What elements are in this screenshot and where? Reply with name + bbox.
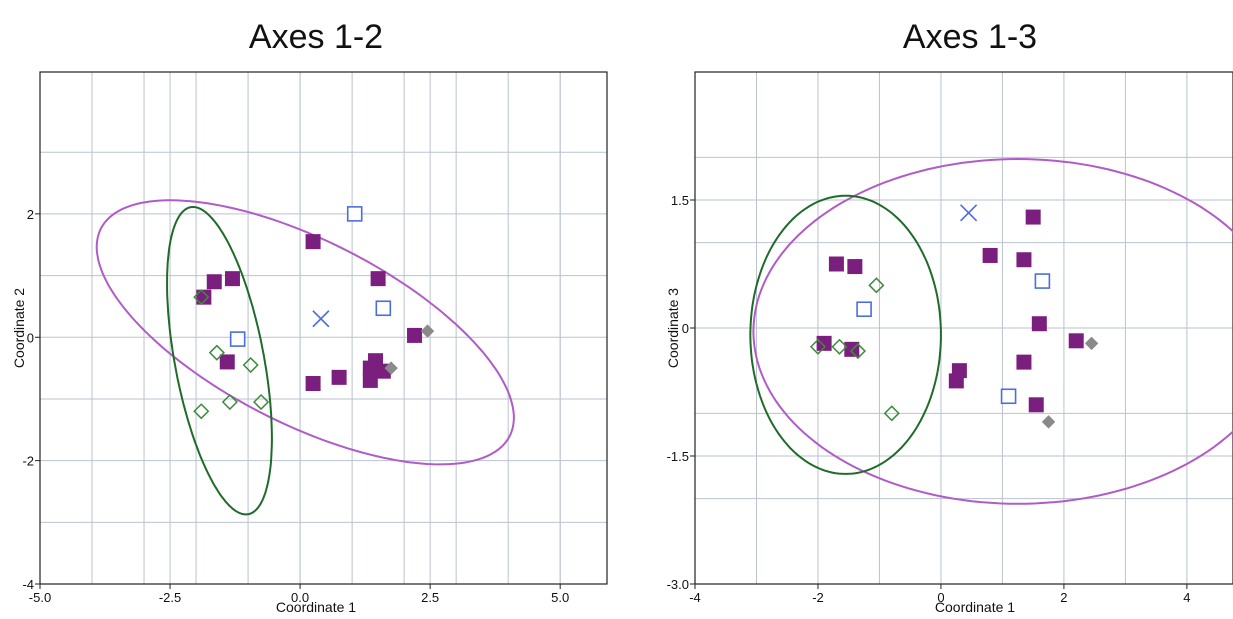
y-tick-label: 2 [27,207,34,222]
point-filled-diamond [1041,415,1056,429]
point-x [312,310,330,328]
point-filled-diamond [1084,336,1099,351]
point-open-diamond [868,277,885,294]
point-open-square [346,206,363,222]
panel-axes-1-3: Axes 1-3 -4 -2 0 2 4 -3.0 -1.5 0 1.5 Coordinate 1 C… [665,18,1233,615]
x-tick-label: 0 [937,590,944,605]
point-open-diamond [208,344,225,361]
point-filled-square [982,247,998,263]
point-filled-square [206,274,222,290]
point-open-diamond [883,405,900,422]
y-axis-label: Coordinate 3 [665,288,681,368]
x-tick-label: 4 [1183,590,1190,605]
panel-axes-1-2: Axes 1-2 -5.0 -2.5 0.0 2.5 5.0 -4 -2 0 2 Coordinat… [11,18,608,615]
y-tick-label: 0 [27,330,34,345]
data-layer [95,199,515,516]
point-filled-square [1016,354,1032,370]
data-layer [749,157,1233,505]
point-filled-square [219,354,235,370]
point-filled-square [305,376,321,392]
x-tick-label: 2 [1060,590,1067,605]
point-open-diamond [242,356,259,374]
x-tick-label: -2.5 [159,590,181,605]
point-open-diamond [849,342,866,360]
chart-title: Axes 1-3 [903,18,1037,56]
confidence-ellipse [95,199,515,466]
point-x [960,204,978,222]
point-open-square [375,300,392,317]
point-filled-square [331,369,347,385]
point-filled-square [362,372,378,388]
point-open-diamond [809,338,827,355]
point-open-diamond [193,289,210,306]
x-tick-label: 5.0 [551,590,569,605]
confidence-ellipse [749,194,942,475]
chart-title: Axes 1-2 [249,18,383,56]
confidence-ellipse [166,206,273,516]
point-filled-square [305,234,321,250]
x-tick-label: 2.5 [421,590,439,605]
point-open-square [229,331,246,347]
x-tick-label: -4 [689,590,701,605]
x-axis-label: Coordinate 1 [276,599,356,615]
x-axis-label: Coordinate 1 [935,599,1015,615]
point-filled-square [948,373,964,389]
point-filled-square [1068,333,1084,349]
point-filled-square [1031,316,1047,332]
point-open-diamond [193,403,210,420]
plot-frame [39,71,608,585]
point-filled-square [1016,252,1032,268]
y-tick-label: 0 [682,321,689,336]
point-filled-square [816,335,832,351]
y-tick-label: -2 [22,454,34,469]
x-tick-label: -2 [812,590,824,605]
plot-area [40,72,607,584]
point-open-diamond [253,393,270,411]
point-open-square [856,301,872,318]
point-open-diamond [221,393,238,411]
point-filled-square [196,289,212,305]
point-filled-square [224,271,240,287]
y-tick-label: -4 [22,577,34,592]
point-filled-square [1025,209,1041,225]
point-open-square [1000,388,1017,405]
point-open-square [1034,273,1051,289]
point-filled-diamond [420,324,435,338]
point-filled-square [407,327,423,343]
x-tick-label: 0.0 [291,590,309,605]
point-filled-square [370,271,386,287]
point-filled-square [847,259,863,275]
x-tick-label: -5.0 [29,590,51,605]
confidence-ellipse [752,157,1233,505]
y-tick-label: -3.0 [667,577,689,592]
point-filled-square [828,256,844,272]
point-filled-square [1028,397,1044,413]
point-open-diamond [831,338,848,355]
y-axis-label: Coordinate 2 [11,288,27,368]
y-tick-label: -1.5 [667,449,689,464]
point-filled-diamond [384,361,398,375]
y-tick-label: 1.5 [671,193,689,208]
